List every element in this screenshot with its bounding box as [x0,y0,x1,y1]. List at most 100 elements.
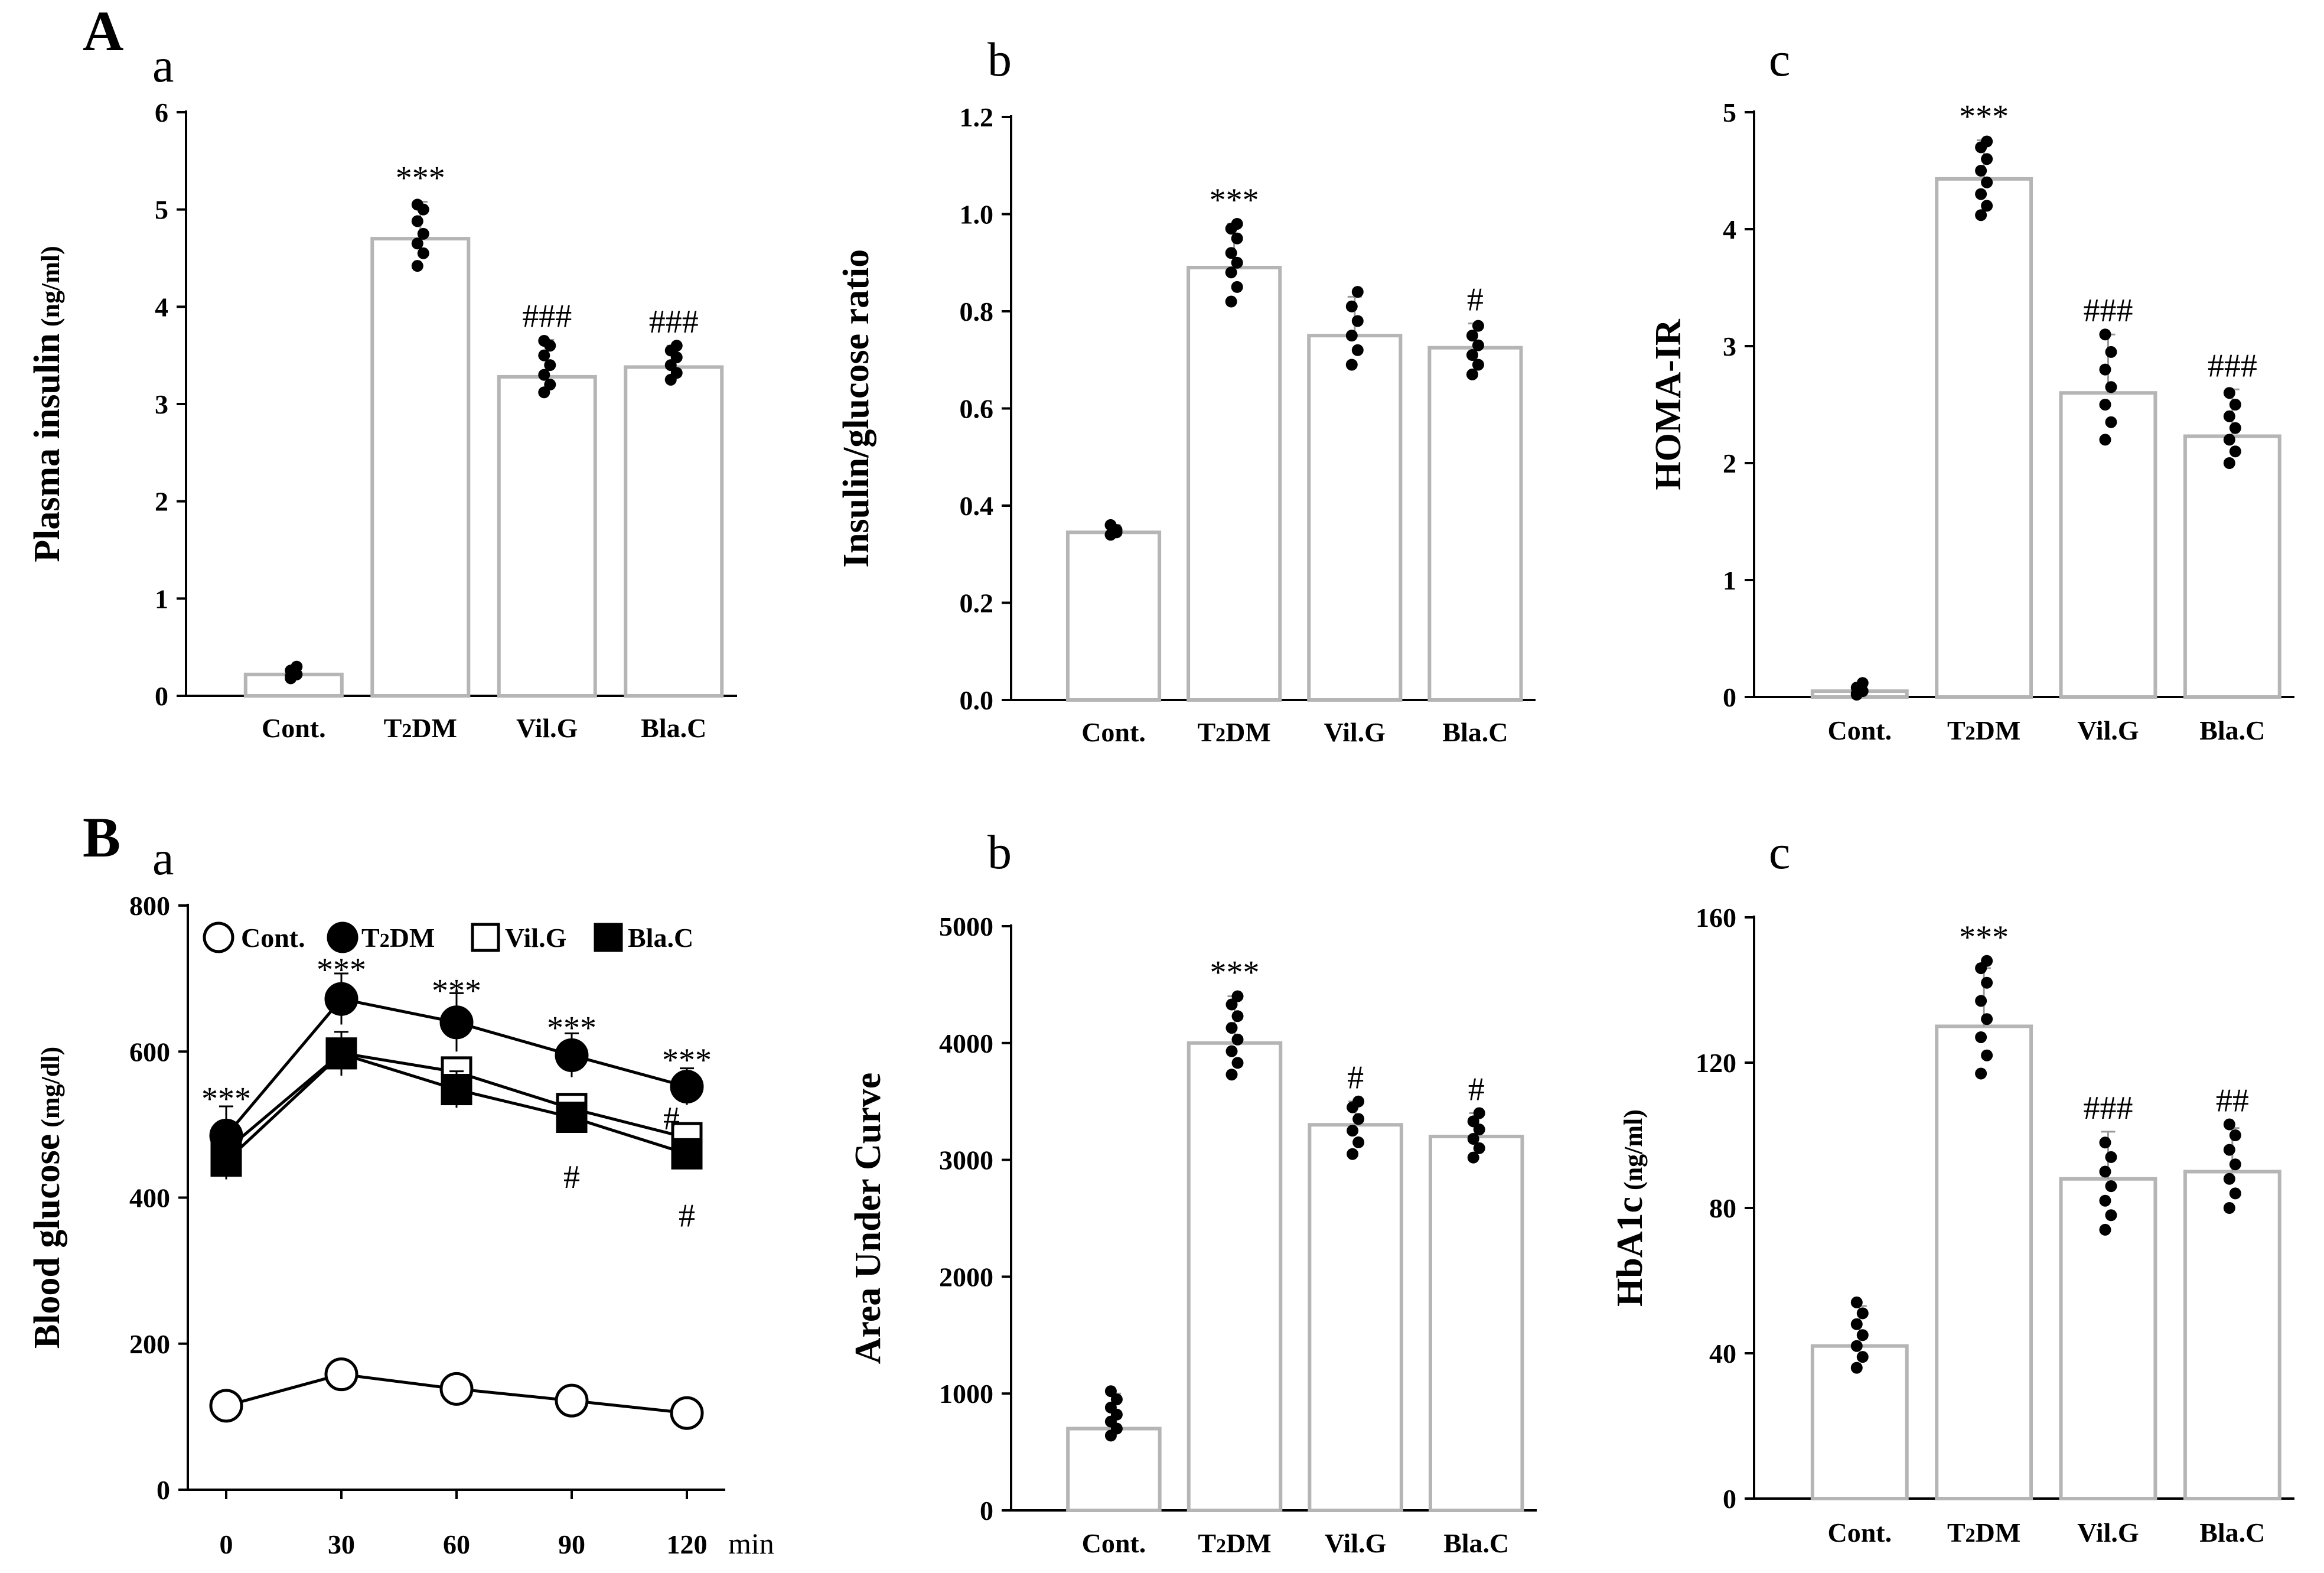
bar-t2dm [1187,1041,1283,1513]
y-tick-label: 40 [1709,1338,1736,1369]
data-point [1225,1022,1238,1034]
data-point [2099,399,2111,411]
data-point [2223,434,2235,446]
data-point [1472,359,1484,371]
data-point [538,349,550,362]
data-point [1231,1033,1244,1046]
data-point [1975,165,1987,177]
data-point [544,379,556,391]
data-point [2105,346,2117,358]
data-point [2105,1180,2117,1193]
data-point [2099,434,2111,446]
bar-cont [1066,1427,1162,1513]
data-point-t2dm [555,1038,589,1072]
data-point [1856,1351,1869,1363]
significance-marker: ### [522,298,572,334]
y-tick-label: 1 [155,584,168,614]
y-tick-label: 1.0 [960,200,994,230]
data-point [411,260,423,272]
chart-hba1c: 0 40 80 120 160 HbA1c (ng/ml) Cont. *** T2DM ### V… [1610,903,2294,1548]
data-point [1225,295,1237,308]
significance-marker: # [663,1100,680,1137]
data-point [1975,188,1987,200]
data-point-cont [439,1372,474,1406]
data-point [1473,1142,1485,1154]
y-tick-label: 0.4 [960,491,994,521]
data-point [2229,1129,2241,1141]
data-point [1850,1362,1863,1374]
data-point [1352,1136,1365,1148]
data-point [417,247,429,259]
panel-letter-B: B [83,806,120,869]
significance-marker: # [1347,1060,1364,1096]
data-point [1981,135,1993,148]
chart-blood-glucose: 0 200 400 600 800 Blood glucose (mg/dl) 0 30 60 9… [27,891,774,1560]
significance-marker: *** [1959,99,2009,135]
y-tick-label: 2 [155,487,168,517]
data-point [1345,330,1358,342]
x-tick-label: 120 [667,1529,708,1559]
y-tick-label: 1.2 [960,102,994,132]
data-point [1981,976,1993,989]
category-label-vil-g: Vil.G [1324,717,1386,747]
data-point [2223,1173,2235,1185]
y-tick-label: 3 [155,389,168,419]
significance-marker: *** [662,1042,712,1079]
bar-bla-c [624,365,724,698]
y-tick-label: 80 [1709,1193,1736,1223]
panel-letter-A: A [83,0,123,63]
legend-marker-bla-c [594,923,623,952]
data-point [1981,176,1993,188]
data-point [2105,416,2117,428]
y-tick-label: 2 [1723,448,1736,478]
legend-marker-cont [203,921,234,953]
y-tick-label: 3000 [939,1145,993,1175]
data-point [2105,1209,2117,1222]
data-point [1981,1013,1993,1025]
data-point [285,670,297,683]
data-point-cont [555,1383,589,1418]
data-point [1347,1125,1359,1137]
y-tick-label: 5000 [939,911,993,942]
chart-plasma-insulin: 0 1 2 3 4 5 6 Plasma insulin (ng/ml) Cont. *** T2D… [27,97,737,743]
data-point [2223,1144,2235,1156]
data-point [2099,1223,2111,1236]
data-point [1975,209,1987,222]
data-point [1856,1307,1869,1320]
data-point [1352,1113,1365,1125]
y-tick-label: 0.6 [960,394,994,424]
data-point [2229,1158,2241,1171]
category-label-t2dm: T2DM [1197,717,1270,747]
bar-t2dm [1935,1024,2033,1500]
data-point [1104,1385,1117,1398]
bar-bla-c [2183,434,2281,699]
data-point [1856,1329,1869,1341]
data-point [1231,232,1243,245]
data-point [2099,328,2111,341]
data-point [2099,363,2111,376]
category-label-cont: Cont. [1827,715,1892,745]
significance-marker: *** [317,952,366,988]
y-tick-label: 1000 [939,1379,993,1409]
data-point [1225,1069,1238,1081]
data-point-t2dm [209,1118,243,1152]
x-tick-label: 30 [328,1529,355,1559]
data-point [2229,399,2241,411]
y-tick-label: 0 [1723,1484,1736,1514]
y-axis-title: HOMA-IR [1648,318,1689,490]
y-tick-label: 600 [129,1037,170,1067]
y-axis-title: Insulin/glucose ratio [836,249,876,568]
category-label-cont: Cont. [1827,1517,1892,1548]
data-point [2105,1151,2117,1163]
significance-marker: # [563,1159,580,1196]
category-label-t2dm: T2DM [384,713,457,743]
data-point [1351,344,1364,356]
data-point [2223,1202,2235,1214]
category-label-t2dm: T2DM [1947,1517,2020,1548]
data-point-bla-c [325,1038,357,1070]
category-label-vil-g: Vil.G [2077,1517,2139,1548]
y-axis-title: HbA1c (ng/ml) [1610,1109,1650,1307]
bar-t2dm [1935,177,2033,699]
bar-vil-g [1308,1123,1403,1512]
data-point [1467,1115,1479,1128]
